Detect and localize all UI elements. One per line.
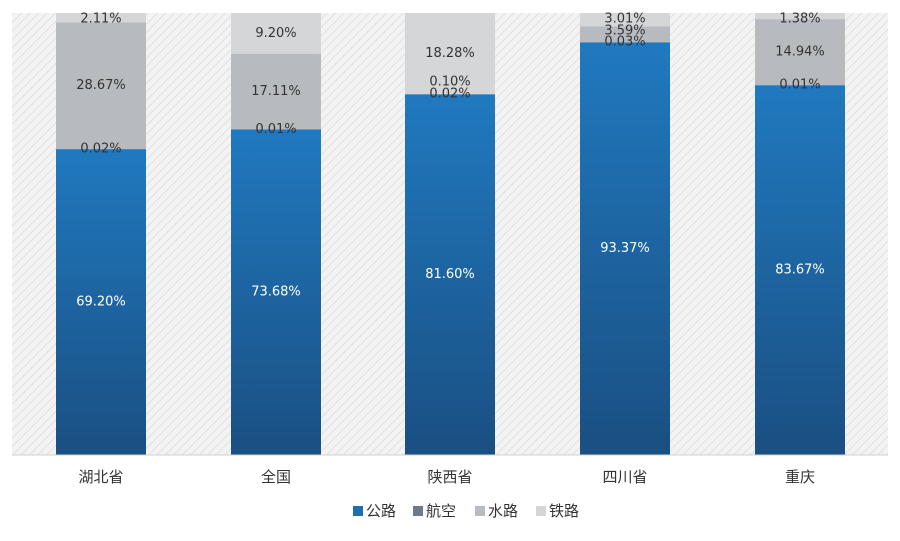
data-label-公路-四川省: 93.37% [600,241,650,256]
category-label: 陕西省 [427,468,472,486]
bar-segment-铁路-重庆 [755,13,845,20]
data-label-公路-陕西省: 81.60% [425,267,475,282]
data-label-铁路-四川省: 3.01% [604,12,645,27]
bar-segment-铁路-四川省 [580,13,670,27]
bar-segment-水路-全国 [231,53,321,130]
bar-segment-公路-重庆 [755,85,845,456]
legend-label-航空: 航空 [426,502,456,520]
data-label-航空-四川省: 0.03% [604,35,645,50]
data-label-航空-全国: 0.01% [255,122,296,137]
data-label-铁路-全国: 9.20% [255,26,296,41]
data-label-水路-陕西省: 0.10% [429,75,470,90]
data-label-水路-全国: 17.11% [251,84,301,99]
bar-segment-公路-全国 [231,129,321,455]
legend-swatch-公路 [353,506,363,516]
data-label-水路-四川省: 3.59% [604,24,645,39]
legend-label-水路: 水路 [488,502,518,520]
data-label-公路-重庆: 83.67% [775,263,825,278]
category-label: 重庆 [785,468,815,486]
bar-segment-铁路-湖北省 [56,13,146,23]
category-label: 四川省 [602,468,647,486]
data-label-铁路-陕西省: 18.28% [425,46,475,61]
data-label-公路-全国: 73.68% [251,285,301,300]
legend-label-公路: 公路 [366,502,396,520]
bar-segment-公路-陕西省 [405,94,495,455]
bar-segment-水路-四川省 [580,26,670,43]
category-label: 湖北省 [78,468,123,486]
bar-segment-公路-四川省 [580,42,670,456]
data-label-航空-湖北省: 0.02% [80,142,121,157]
bar-segment-水路-重庆 [755,19,845,86]
data-label-铁路-重庆: 1.38% [779,12,820,27]
data-label-航空-陕西省: 0.02% [429,87,470,102]
legend-label-铁路: 铁路 [549,502,579,520]
legend-swatch-航空 [413,506,423,516]
data-label-水路-湖北省: 28.67% [76,78,126,93]
bar-segment-公路-湖北省 [56,149,146,456]
category-label: 全国 [261,468,291,486]
bar-segment-水路-湖北省 [56,22,146,150]
bar-segment-铁路-全国 [231,13,321,54]
data-label-航空-重庆: 0.01% [779,78,820,93]
legend-swatch-铁路 [536,506,546,516]
bar-segment-铁路-陕西省 [405,13,495,94]
legend-swatch-水路 [475,506,485,516]
data-label-铁路-湖北省: 2.11% [80,12,121,27]
data-label-水路-重庆: 14.94% [775,45,825,60]
data-label-公路-湖北省: 69.20% [76,295,126,310]
